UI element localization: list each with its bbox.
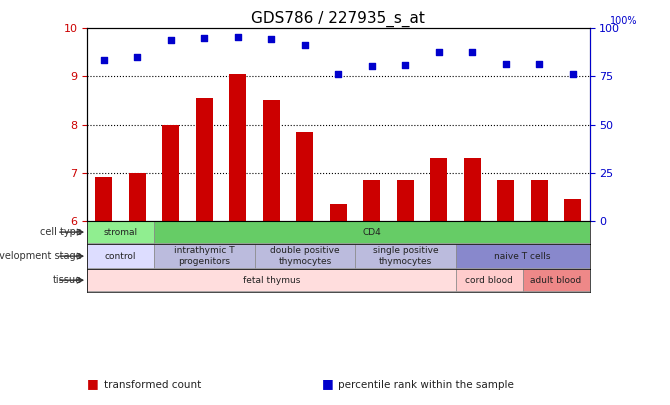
Text: fetal thymus: fetal thymus <box>243 276 300 285</box>
Bar <box>531 180 548 221</box>
Point <box>333 71 344 77</box>
FancyBboxPatch shape <box>255 244 355 268</box>
Text: ■: ■ <box>322 377 334 390</box>
FancyBboxPatch shape <box>355 244 456 268</box>
Bar <box>297 132 314 221</box>
Bar <box>263 100 280 221</box>
Text: naive T cells: naive T cells <box>494 252 551 261</box>
FancyBboxPatch shape <box>87 221 154 243</box>
Bar <box>431 158 448 221</box>
Text: cell type: cell type <box>40 227 82 237</box>
Point <box>400 62 411 68</box>
Point <box>165 37 176 44</box>
Text: double positive
thymocytes: double positive thymocytes <box>270 246 340 266</box>
Bar <box>397 180 414 221</box>
Text: transformed count: transformed count <box>104 380 201 390</box>
FancyBboxPatch shape <box>456 269 523 291</box>
FancyBboxPatch shape <box>87 244 154 268</box>
Text: stromal: stromal <box>104 228 137 237</box>
Bar <box>163 124 180 221</box>
Text: control: control <box>105 252 137 261</box>
Text: cord blood: cord blood <box>465 276 513 285</box>
Text: tissue: tissue <box>53 275 82 285</box>
Point <box>467 49 478 55</box>
Text: ■: ■ <box>87 377 99 390</box>
Point <box>98 56 109 63</box>
Text: percentile rank within the sample: percentile rank within the sample <box>338 380 515 390</box>
Bar <box>96 177 113 221</box>
Point <box>199 35 210 41</box>
Point <box>232 34 243 40</box>
Text: CD4: CD4 <box>362 228 381 237</box>
Point <box>534 61 545 68</box>
FancyBboxPatch shape <box>154 221 590 243</box>
Point <box>433 49 444 55</box>
FancyBboxPatch shape <box>456 244 590 268</box>
Point <box>299 42 310 49</box>
Bar <box>330 204 347 221</box>
Bar <box>497 180 515 221</box>
Text: 100%: 100% <box>610 17 637 26</box>
Point <box>567 71 578 77</box>
Text: adult blood: adult blood <box>531 276 582 285</box>
Bar <box>229 74 247 221</box>
Point <box>266 36 277 43</box>
Bar <box>129 173 146 221</box>
Point <box>132 54 143 60</box>
FancyBboxPatch shape <box>523 269 590 291</box>
FancyBboxPatch shape <box>154 244 255 268</box>
Point <box>500 61 511 68</box>
Point <box>366 63 377 69</box>
Bar <box>464 158 481 221</box>
Text: intrathymic T
progenitors: intrathymic T progenitors <box>174 246 234 266</box>
Text: single positive
thymocytes: single positive thymocytes <box>373 246 438 266</box>
Bar <box>196 98 213 221</box>
Title: GDS786 / 227935_s_at: GDS786 / 227935_s_at <box>251 11 425 27</box>
Bar <box>564 199 582 221</box>
Bar <box>364 180 381 221</box>
Text: development stage: development stage <box>0 251 82 261</box>
FancyBboxPatch shape <box>87 269 456 291</box>
